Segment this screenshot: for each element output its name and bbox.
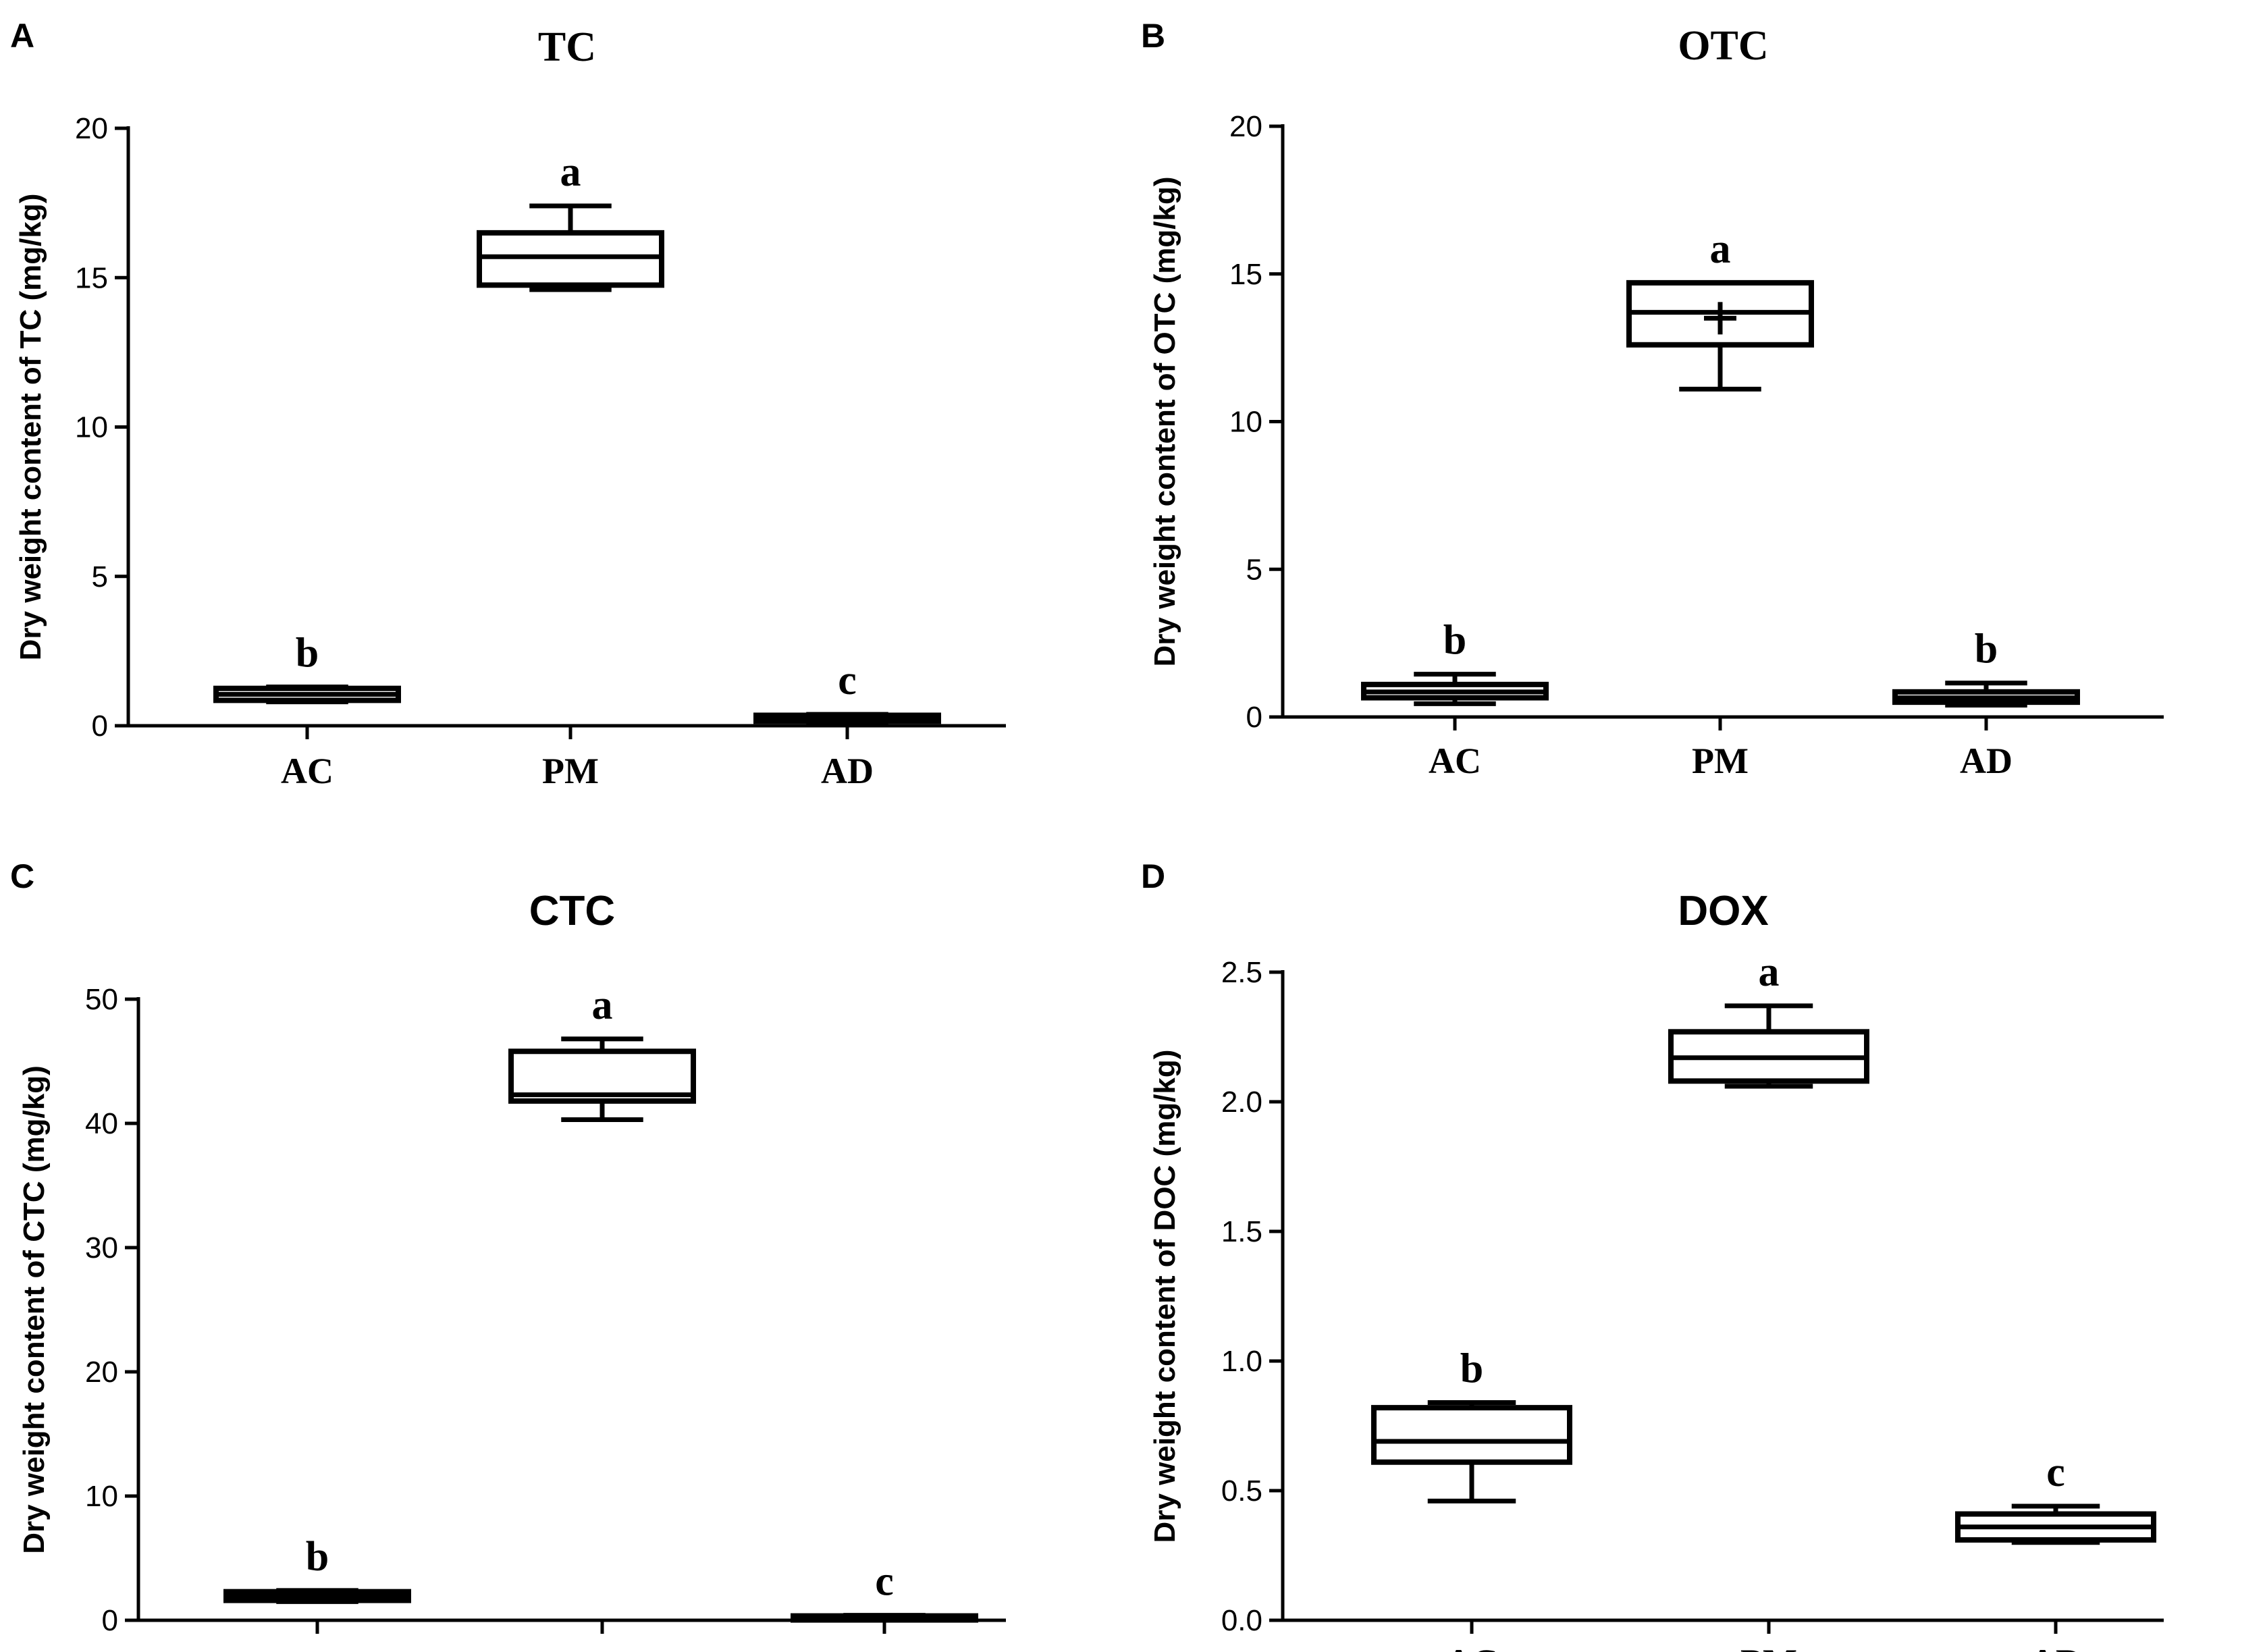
y-tick-label: 30 bbox=[85, 1231, 118, 1264]
y-axis-label: Dry weight content of OTC (mg/kg) bbox=[1148, 177, 1181, 667]
x-category-label: AD bbox=[821, 751, 874, 791]
x-category-label: AC bbox=[291, 1647, 344, 1652]
significance-letter: c bbox=[838, 658, 857, 703]
significance-letter: b bbox=[1975, 627, 1998, 672]
chart-panel-a: A TC Dry weight content of TC (mg/kg) 0 5 10 1… bbox=[10, 17, 1006, 791]
y-tick-label: 10 bbox=[85, 1480, 118, 1513]
y-tick-label: 15 bbox=[75, 261, 108, 294]
y-tick-label: 1.0 bbox=[1221, 1345, 1262, 1378]
significance-letter: a bbox=[1759, 949, 1780, 995]
y-tick-label: 15 bbox=[1229, 258, 1262, 291]
y-tick-label: 0 bbox=[102, 1604, 118, 1637]
x-category-label: AD bbox=[858, 1647, 911, 1652]
significance-letter: b bbox=[1443, 618, 1466, 664]
x-category-label: AD bbox=[1960, 741, 2013, 781]
x-category-label: AC bbox=[1445, 1642, 1498, 1652]
chart-title: CTC bbox=[529, 888, 615, 934]
y-axis-label: Dry weight content of DOC (mg/kg) bbox=[1148, 1050, 1181, 1543]
y-tick-label: 10 bbox=[75, 411, 108, 444]
chart-title: TC bbox=[538, 24, 596, 70]
y-tick-label: 2.0 bbox=[1221, 1086, 1262, 1119]
y-tick-label: 0.5 bbox=[1221, 1474, 1262, 1508]
y-tick-label: 20 bbox=[1229, 110, 1262, 143]
chart-panel-c: C CTC Dry weight content of CTC (mg/kg) 0 10… bbox=[10, 857, 1006, 1652]
y-tick-label: 0 bbox=[1246, 701, 1262, 734]
significance-letter: b bbox=[296, 630, 319, 676]
panels: A TC Dry weight content of TC (mg/kg) 0 5 10 1… bbox=[10, 17, 2164, 1652]
y-tick-label: 0.0 bbox=[1221, 1604, 1262, 1637]
y-tick-label: 20 bbox=[75, 112, 108, 145]
chart-title: DOX bbox=[1678, 888, 1768, 934]
y-tick-label: 40 bbox=[85, 1107, 118, 1140]
x-category-label: PM bbox=[1740, 1642, 1797, 1652]
x-category-label: PM bbox=[1692, 741, 1749, 781]
y-tick-label: 20 bbox=[85, 1356, 118, 1389]
chart-panel-d: D DOX Dry weight content of DOC (mg/kg) 0.0… bbox=[1141, 857, 2164, 1652]
significance-letter: c bbox=[875, 1559, 894, 1605]
significance-letter: c bbox=[2046, 1449, 2065, 1495]
x-category-label: AD bbox=[2029, 1642, 2082, 1652]
x-category-label: PM bbox=[574, 1647, 631, 1652]
y-tick-label: 5 bbox=[1246, 553, 1262, 586]
significance-letter: a bbox=[1710, 226, 1731, 272]
x-category-label: AC bbox=[1429, 741, 1481, 781]
significance-letter: b bbox=[1460, 1345, 1483, 1391]
y-tick-label: 10 bbox=[1229, 406, 1262, 439]
y-tick-label: 0 bbox=[92, 710, 108, 743]
significance-letter: b bbox=[306, 1534, 329, 1580]
chart-title: OTC bbox=[1678, 23, 1768, 69]
panel-letter: A bbox=[10, 17, 34, 55]
significance-letter: a bbox=[592, 982, 613, 1028]
y-tick-label: 1.5 bbox=[1221, 1215, 1262, 1248]
chart-panel-b: B OTC Dry weight content of OTC (mg/kg) 0 5 1… bbox=[1141, 17, 2164, 781]
box-iqr bbox=[1371, 1405, 1572, 1465]
y-tick-label: 50 bbox=[85, 983, 118, 1016]
y-axis-label: Dry weight content of TC (mg/kg) bbox=[14, 194, 47, 661]
y-tick-label: 5 bbox=[92, 560, 108, 593]
x-category-label: PM bbox=[542, 751, 599, 791]
significance-letter: a bbox=[560, 149, 581, 195]
y-axis-label: Dry weight content of CTC (mg/kg) bbox=[18, 1065, 51, 1554]
panel-letter: B bbox=[1141, 17, 1165, 55]
panel-letter: D bbox=[1141, 857, 1165, 895]
y-tick-label: 2.5 bbox=[1221, 956, 1262, 989]
panel-letter: C bbox=[10, 857, 34, 895]
x-category-label: AC bbox=[281, 751, 334, 791]
